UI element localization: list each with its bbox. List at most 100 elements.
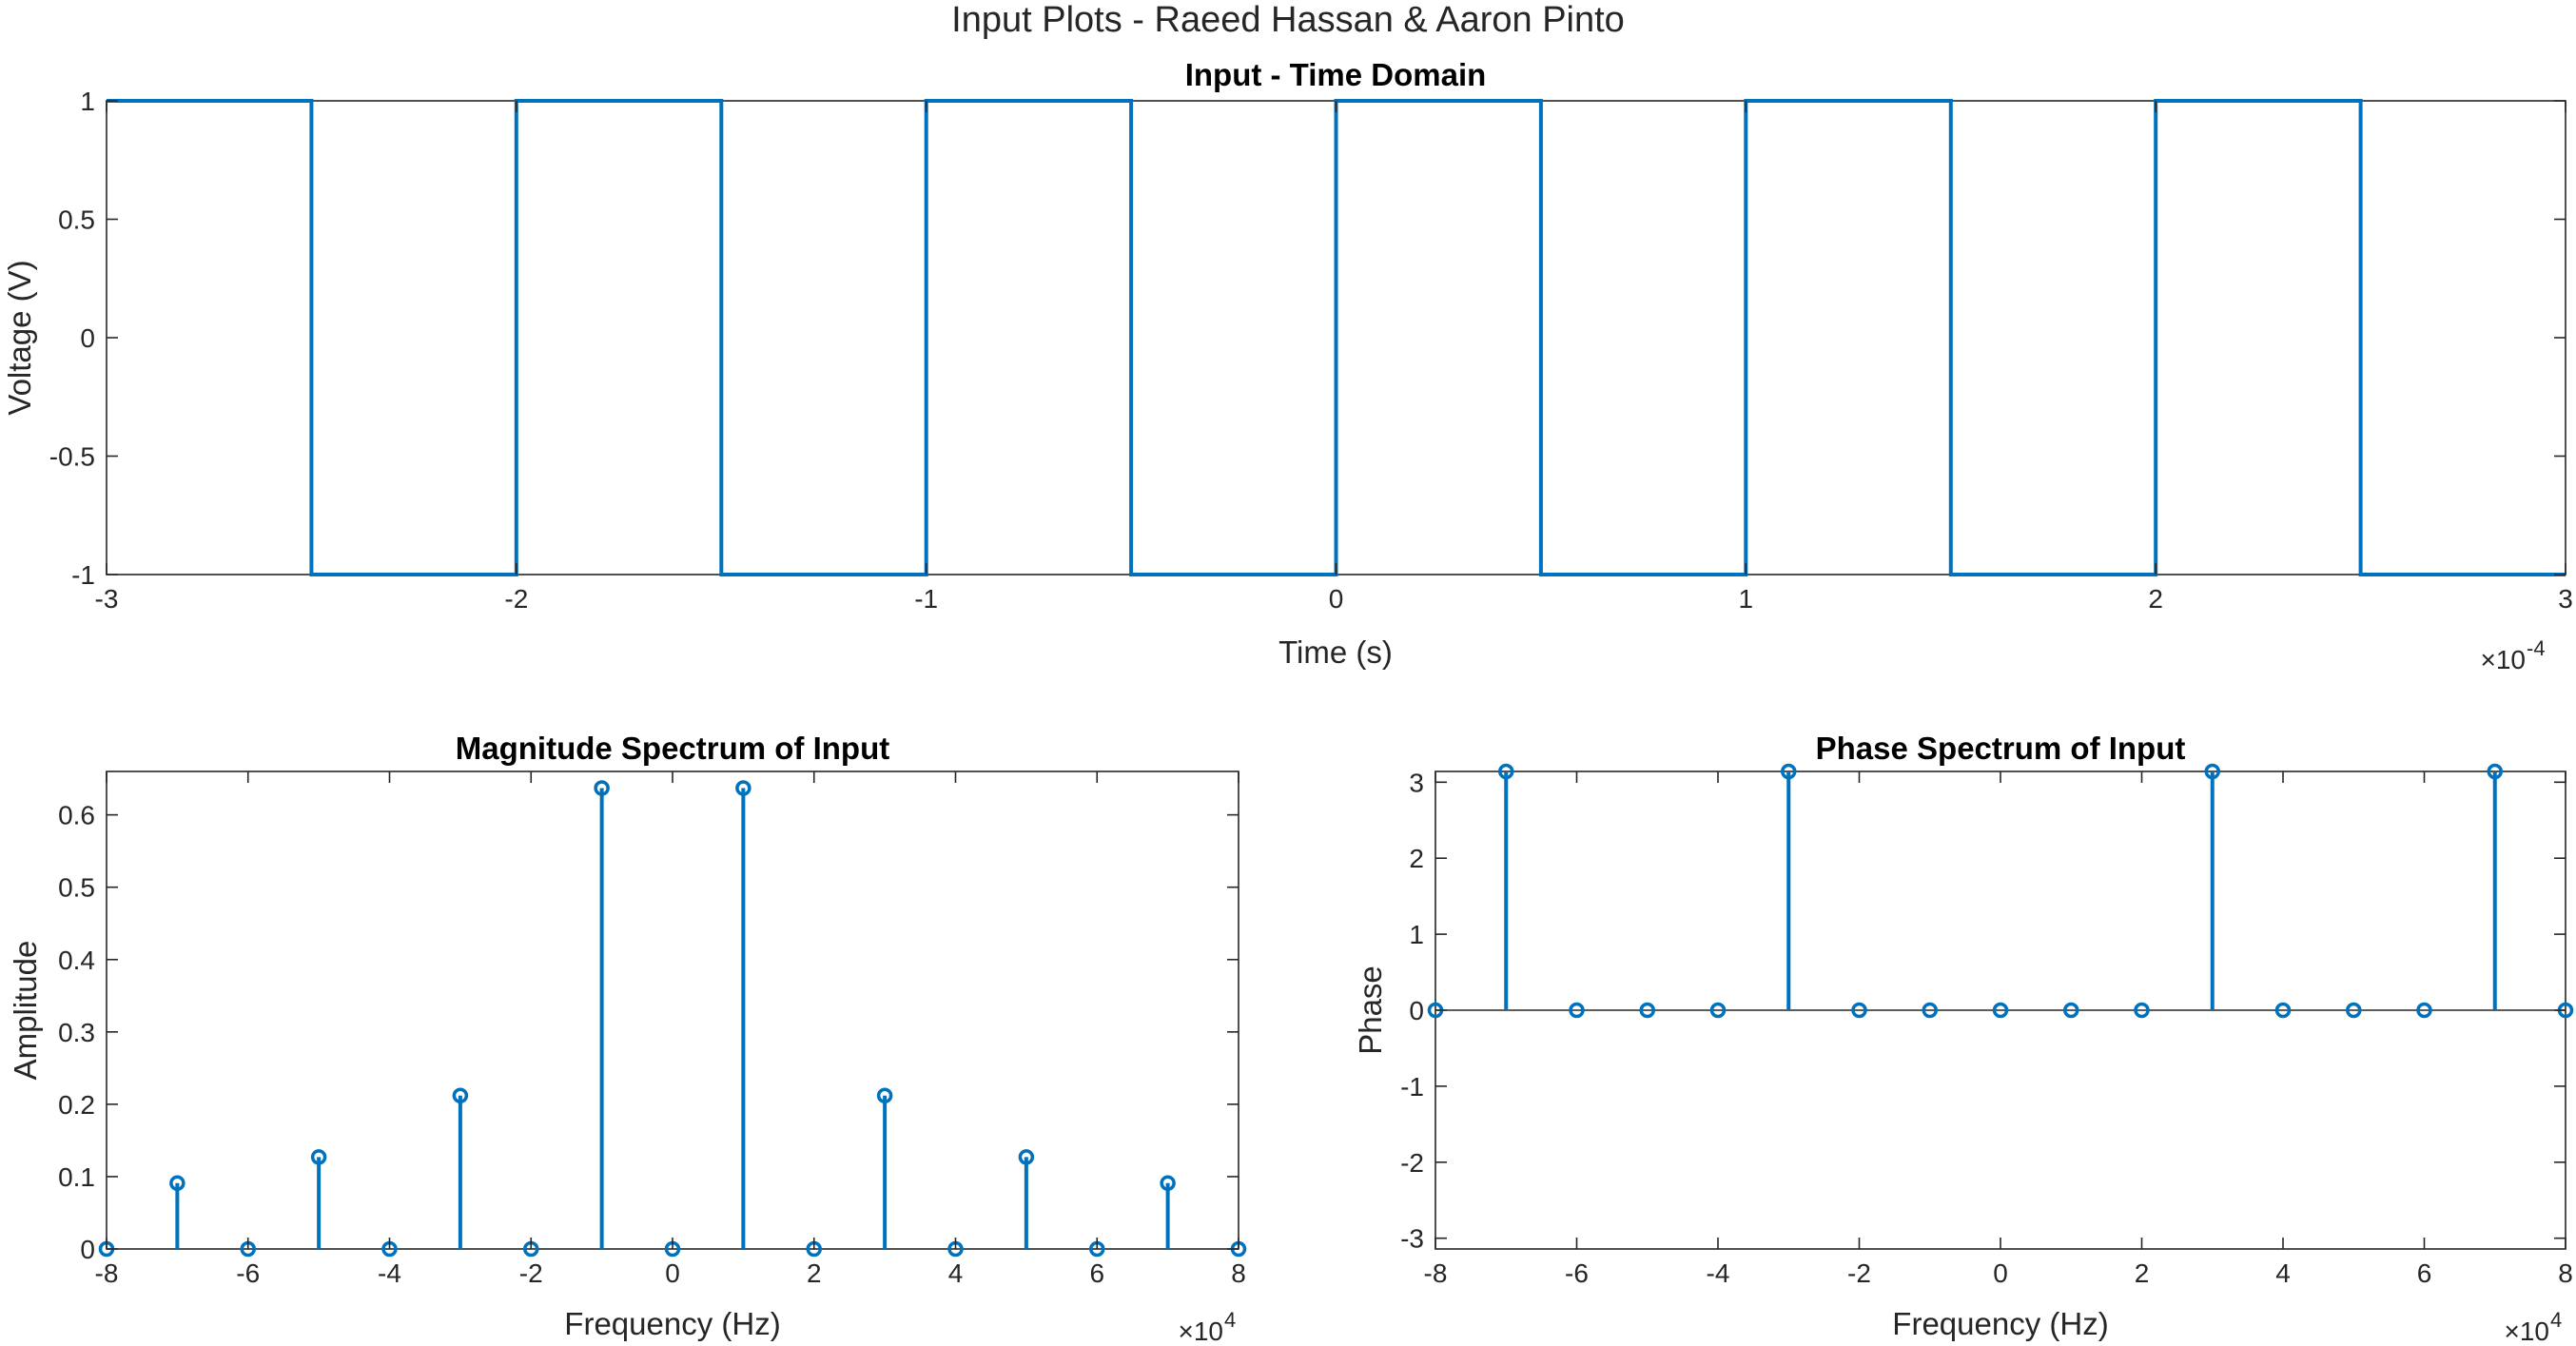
phase-y-tick-label: -1: [1400, 1072, 1424, 1102]
magnitude-stem-marker: [1160, 1175, 1176, 1192]
phase-stem-marker: [1569, 1002, 1585, 1019]
magnitude-x-tick-label: -4: [378, 1258, 401, 1288]
time-y-tick-label: 0: [80, 323, 95, 353]
time-x-tick-label: -2: [504, 584, 528, 614]
magnitude-stem-marker: [1018, 1149, 1035, 1165]
magnitude-stem-marker: [452, 1087, 469, 1104]
time-x-tick-label: 3: [2558, 584, 2573, 614]
phase-stem-marker: [1709, 1002, 1727, 1019]
phase-y-ticks: -3 -2 -1 0 1 2 3: [1400, 768, 2566, 1254]
phase-x-tick-label: -2: [1847, 1258, 1871, 1288]
phase-y-label: Phase: [1353, 966, 1388, 1055]
time-x-tick-label: -1: [914, 584, 938, 614]
svg-text:4: 4: [2550, 1308, 2562, 1332]
phase-x-tick-label: 2: [2135, 1258, 2150, 1288]
phase-x-tick-label: 6: [2417, 1258, 2432, 1288]
phase-x-tick-label: -6: [1565, 1258, 1589, 1288]
time-y-tick-label: 0.5: [58, 205, 95, 235]
time-square-wave-line: [107, 99, 2566, 576]
phase-stem-marker: [2204, 763, 2220, 780]
phase-stem-marker: [2063, 1002, 2079, 1019]
magnitude-y-tick-label: 0.3: [58, 1018, 95, 1047]
phase-x-label: Frequency (Hz): [1892, 1306, 2108, 1341]
phase-series: [1427, 763, 2574, 1019]
phase-stem-marker: [2134, 1002, 2150, 1019]
time-domain-x-exponent: ×10 -4: [2481, 636, 2546, 674]
phase-y-tick-label: 1: [1409, 920, 1424, 949]
svg-text:×10: ×10: [1179, 1317, 1224, 1346]
time-domain-y-ticks: -1 -0.5 0 0.5 1: [49, 87, 2566, 590]
phase-x-tick-label: -4: [1707, 1258, 1730, 1288]
phase-x-tick-label: 4: [2275, 1258, 2291, 1288]
phase-x-tick-label: -8: [1424, 1258, 1448, 1288]
phase-title: Phase Spectrum of Input: [1816, 731, 2186, 766]
magnitude-x-exponent: ×10 4: [1179, 1308, 1237, 1346]
magnitude-stem-marker: [169, 1175, 185, 1192]
svg-text:×10: ×10: [2481, 645, 2527, 674]
time-x-tick-label: 0: [1329, 584, 1344, 614]
phase-spectrum-axes: -8 -6 -4 -2 0 2 4 6 8 -3 -2 -1 0 1 2 3 Phase Spectrum …: [1353, 731, 2574, 1346]
phase-y-tick-label: -2: [1400, 1148, 1424, 1178]
magnitude-x-tick-label: 0: [665, 1258, 680, 1288]
magnitude-y-ticks: 0 0.1 0.2 0.3 0.4 0.5 0.6: [58, 801, 1239, 1264]
magnitude-x-tick-label: 4: [948, 1258, 964, 1288]
phase-x-ticks: -8 -6 -4 -2 0 2 4 6 8: [1424, 771, 2573, 1288]
magnitude-x-ticks: -8 -6 -4 -2 0 2 4 6 8: [95, 771, 1246, 1288]
magnitude-y-tick-label: 0.2: [58, 1090, 95, 1120]
time-domain-axes: -3 -2 -1 0 1 2 3 -1 -0.5 0 0.5 1 Input - Time Doma…: [2, 57, 2573, 674]
time-domain-x-label: Time (s): [1278, 634, 1393, 670]
time-domain-title: Input - Time Domain: [1185, 57, 1487, 92]
phase-stem-marker: [2346, 1002, 2362, 1019]
time-y-tick-label: 1: [80, 87, 95, 116]
figure-title: Input Plots - Raeed Hassan & Aaron Pinto: [951, 0, 1625, 40]
magnitude-y-tick-label: 0.1: [58, 1162, 95, 1192]
phase-y-tick-label: 0: [1409, 996, 1424, 1025]
phase-stem-marker: [1992, 1002, 2009, 1019]
magnitude-y-tick-label: 0.5: [58, 873, 95, 903]
svg-text:4: 4: [1224, 1308, 1236, 1332]
magnitude-x-tick-label: 8: [1231, 1258, 1246, 1288]
phase-stem-marker: [2274, 1002, 2292, 1019]
phase-stem-marker: [1498, 763, 1514, 780]
phase-stem-marker: [1781, 763, 1797, 780]
magnitude-stem-marker: [310, 1149, 327, 1165]
phase-x-tick-label: 0: [1993, 1258, 2008, 1288]
time-y-tick-label: -0.5: [49, 442, 95, 472]
phase-y-tick-label: 2: [1409, 844, 1424, 873]
magnitude-plot-area: [106, 771, 1239, 1250]
magnitude-title: Magnitude Spectrum of Input: [456, 731, 889, 766]
magnitude-x-label: Frequency (Hz): [564, 1306, 780, 1341]
phase-stem-marker: [1639, 1002, 1655, 1019]
time-domain-y-label: Voltage (V): [2, 260, 37, 415]
time-domain-x-ticks: -3 -2 -1 0 1 2 3: [95, 101, 2573, 614]
svg-text:×10: ×10: [2505, 1317, 2550, 1346]
magnitude-x-tick-label: -6: [236, 1258, 260, 1288]
magnitude-stem-marker: [594, 780, 610, 796]
phase-stem-marker: [2487, 763, 2503, 780]
magnitude-y-tick-label: 0.4: [58, 946, 95, 975]
magnitude-y-label: Amplitude: [8, 941, 43, 1081]
phase-stem-marker: [1851, 1002, 1867, 1019]
magnitude-spectrum-axes: -8 -6 -4 -2 0 2 4 6 8 0 0.1 0.2 0.3 0.4 0.5 0.6 Magnit…: [8, 731, 1247, 1346]
magnitude-x-tick-label: 2: [807, 1258, 822, 1288]
magnitude-y-tick-label: 0: [80, 1235, 95, 1264]
phase-y-tick-label: 3: [1409, 768, 1424, 797]
magnitude-x-tick-label: -8: [95, 1258, 119, 1288]
phase-x-exponent: ×10 4: [2505, 1308, 2563, 1346]
magnitude-stem-marker: [735, 780, 751, 796]
phase-stem-marker: [1922, 1002, 1938, 1019]
svg-text:-4: -4: [2527, 636, 2546, 660]
magnitude-x-tick-label: -2: [519, 1258, 543, 1288]
phase-stem-marker: [2416, 1002, 2432, 1019]
magnitude-x-tick-label: 6: [1089, 1258, 1104, 1288]
time-x-tick-label: 1: [1739, 584, 1754, 614]
time-y-tick-label: -1: [71, 560, 95, 590]
time-x-tick-label: -3: [95, 584, 119, 614]
time-x-tick-label: 2: [2148, 584, 2163, 614]
phase-y-tick-label: -3: [1400, 1224, 1424, 1254]
magnitude-stem-marker: [876, 1087, 893, 1104]
magnitude-y-tick-label: 0.6: [58, 801, 95, 830]
phase-x-tick-label: 8: [2558, 1258, 2573, 1288]
time-domain-series: [107, 99, 2566, 576]
